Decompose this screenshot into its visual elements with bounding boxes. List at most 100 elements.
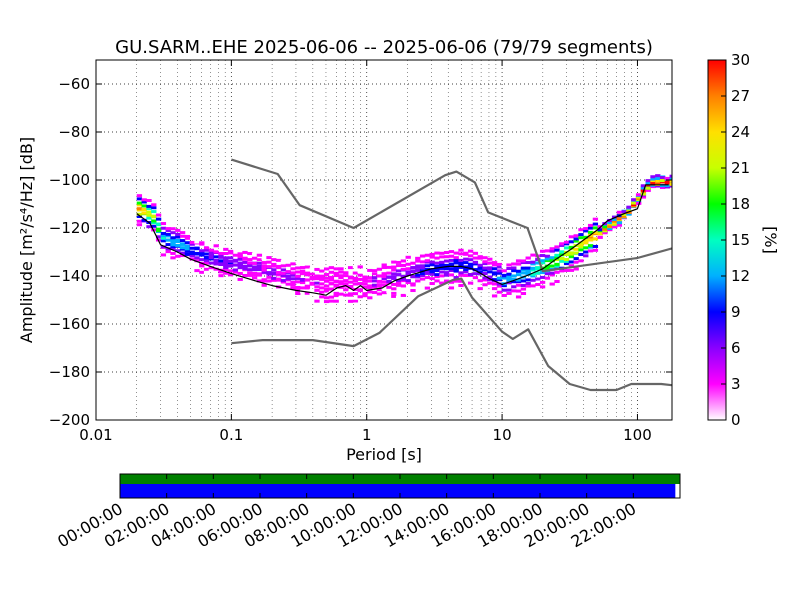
density-cell	[477, 287, 483, 291]
density-cell	[261, 268, 267, 272]
density-cell	[405, 255, 411, 259]
density-cell	[295, 276, 301, 280]
density-cell	[242, 250, 248, 254]
density-cell	[511, 269, 517, 273]
density-cell	[520, 291, 527, 295]
density-cell	[554, 280, 560, 284]
density-cell	[405, 270, 411, 274]
density-cell	[304, 291, 311, 295]
density-cell	[669, 174, 672, 178]
density-cell	[659, 179, 666, 183]
density-cell	[506, 274, 512, 278]
density-cell	[559, 259, 565, 263]
density-cell	[616, 216, 623, 220]
density-cell	[367, 286, 373, 290]
density-cell	[218, 255, 224, 259]
density-cell	[333, 267, 339, 271]
colorbar-tick-label: 9	[731, 303, 741, 321]
density-cell	[223, 247, 229, 251]
density-cell	[343, 293, 349, 297]
density-cell	[559, 242, 565, 246]
density-cell	[491, 294, 498, 298]
density-cell	[583, 254, 589, 258]
density-cell	[165, 250, 171, 254]
density-cell	[443, 273, 450, 277]
density-cell	[554, 262, 560, 266]
density-cell	[535, 271, 541, 275]
density-cell	[458, 264, 464, 268]
density-cell	[439, 281, 445, 285]
model-high-line	[231, 158, 672, 273]
density-cell	[237, 263, 243, 267]
density-cell	[141, 207, 147, 211]
density-cell	[323, 300, 330, 304]
density-cell	[151, 214, 157, 218]
density-cell	[443, 259, 450, 263]
density-cell	[247, 263, 253, 267]
density-cell	[367, 296, 373, 300]
density-cell	[506, 278, 512, 282]
density-cell	[275, 277, 282, 281]
plot-frame	[95, 59, 673, 421]
density-cell	[434, 269, 440, 273]
colorbar-tick-label: 18	[731, 195, 750, 213]
density-cell	[491, 261, 498, 265]
density-cell	[453, 276, 459, 280]
density-cell	[568, 240, 575, 244]
density-cell	[299, 269, 306, 273]
density-cell	[213, 267, 219, 271]
density-cell	[491, 263, 498, 267]
density-cell	[386, 285, 392, 289]
density-cell	[367, 268, 373, 272]
density-cell	[323, 287, 330, 291]
density-cell	[189, 240, 195, 244]
density-cell	[568, 245, 575, 249]
density-cell	[175, 239, 181, 243]
density-cell	[227, 276, 234, 280]
density-cell	[424, 276, 431, 280]
density-cell	[559, 257, 565, 261]
density-cell	[583, 250, 589, 254]
density-cell	[655, 179, 661, 183]
density-cell	[477, 272, 483, 276]
chart-title: GU.SARM..EHE 2025-06-06 -- 2025-06-06 (7…	[115, 37, 653, 58]
density-cell	[208, 253, 215, 257]
density-cell	[578, 248, 584, 252]
density-cell	[367, 276, 373, 280]
density-cell	[295, 266, 301, 270]
density-cell	[669, 184, 672, 188]
density-cell	[463, 270, 469, 274]
density-cell	[266, 260, 272, 264]
density-cell	[194, 240, 200, 244]
density-cell	[400, 263, 407, 267]
density-cell	[367, 290, 373, 294]
density-cell	[429, 268, 435, 272]
density-cell	[319, 295, 325, 299]
density-cell	[179, 254, 186, 258]
density-cell	[554, 270, 560, 274]
density-cell	[568, 251, 575, 255]
density-cell	[530, 253, 536, 257]
density-cell	[189, 262, 195, 266]
density-cell	[592, 226, 599, 230]
density-cell	[520, 287, 527, 291]
density-cell	[443, 263, 450, 267]
density-cell	[381, 263, 387, 267]
density-cell	[434, 264, 440, 268]
density-cell	[223, 260, 229, 264]
density-cell	[309, 288, 315, 292]
density-cell	[410, 266, 416, 270]
density-cell	[568, 235, 575, 239]
density-cell	[506, 263, 512, 267]
density-cell	[597, 228, 603, 232]
density-cell	[261, 257, 267, 261]
density-cell	[136, 194, 143, 198]
density-cell	[587, 235, 594, 239]
density-cell	[391, 294, 397, 298]
density-cell	[304, 286, 311, 290]
density-cell	[280, 268, 287, 272]
density-cell	[496, 276, 503, 280]
density-cell	[611, 215, 618, 219]
density-cell	[515, 262, 522, 266]
density-cell	[453, 269, 459, 273]
